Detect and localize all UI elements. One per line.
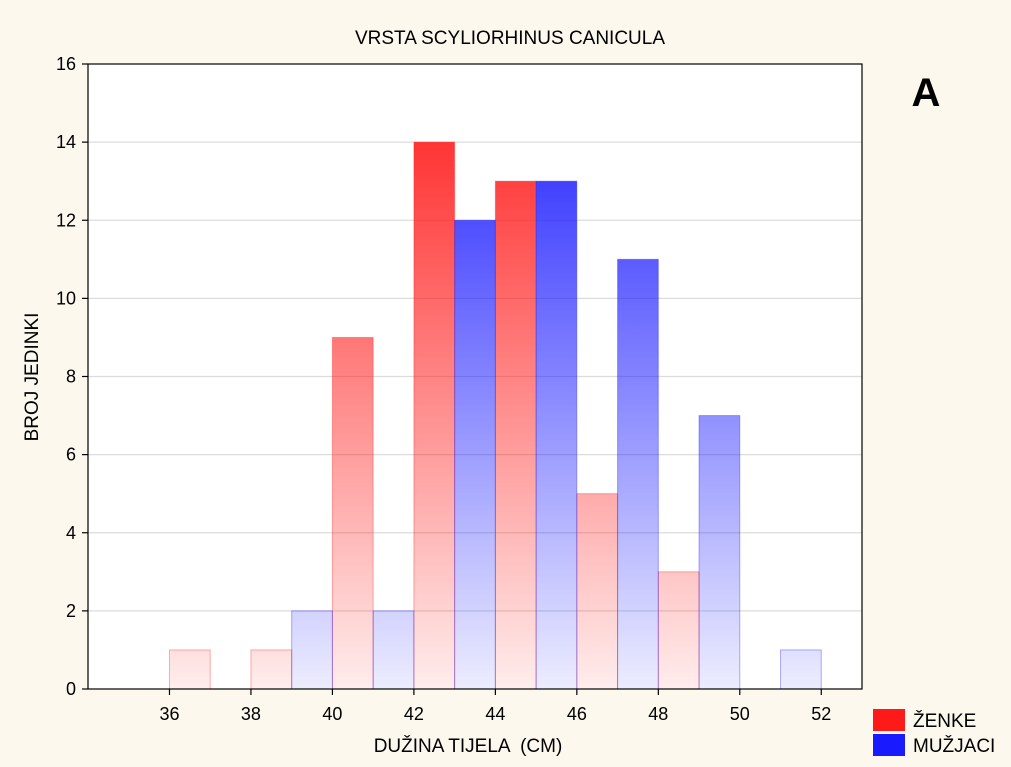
x-tick-label: 36 bbox=[159, 704, 179, 724]
x-axis-ticks: 36 38 40 42 44 46 48 50 52 bbox=[159, 689, 831, 724]
x-tick-label: 38 bbox=[241, 704, 261, 724]
legend: ŽENKE MUŽJACI bbox=[873, 709, 995, 757]
x-tick-label: 42 bbox=[404, 704, 424, 724]
y-tick-label: 8 bbox=[66, 367, 76, 387]
y-tick-label: 10 bbox=[56, 288, 76, 308]
legend-label-zenke: ŽENKE bbox=[913, 710, 976, 732]
y-tick-label: 16 bbox=[56, 54, 76, 74]
y-axis-label: BROJ JEDINKI bbox=[22, 313, 43, 442]
y-tick-label: 4 bbox=[66, 523, 76, 543]
y-axis-ticks: 0 2 4 6 8 10 12 14 16 bbox=[56, 54, 88, 699]
bar-zenke-48 bbox=[657, 571, 700, 690]
bar-zenke-44 bbox=[494, 180, 537, 690]
y-tick-label: 0 bbox=[66, 679, 76, 699]
bar-muzjaci-43 bbox=[454, 219, 496, 690]
legend-swatch-zenke bbox=[873, 709, 905, 731]
x-tick-label: 48 bbox=[648, 704, 668, 724]
bar-zenke-40 bbox=[331, 336, 374, 690]
y-tick-label: 2 bbox=[66, 601, 76, 621]
x-tick-label: 44 bbox=[485, 704, 505, 724]
legend-label-muzjaci: MUŽJACI bbox=[913, 735, 995, 757]
bar-zenke-38 bbox=[250, 649, 293, 690]
y-tick-label: 14 bbox=[56, 132, 76, 152]
bar-muzjaci-47 bbox=[617, 258, 659, 690]
x-tick-label: 50 bbox=[730, 704, 750, 724]
bar-muzjaci-41 bbox=[372, 610, 415, 690]
chart-title: VRSTA SCYLIORHINUS CANICULA bbox=[355, 28, 665, 49]
panel-label: A bbox=[912, 71, 941, 115]
bar-muzjaci-51 bbox=[780, 649, 822, 690]
bar-muzjaci-49 bbox=[698, 415, 741, 690]
x-tick-label: 52 bbox=[811, 704, 831, 724]
x-axis-label: DUŽINA TIJELA (CM) bbox=[374, 735, 563, 757]
bar-zenke-36 bbox=[168, 649, 211, 690]
x-tick-label: 46 bbox=[567, 704, 587, 724]
legend-swatch-muzjaci bbox=[873, 734, 905, 756]
bar-muzjaci-39 bbox=[291, 610, 333, 690]
x-tick-label: 40 bbox=[322, 704, 342, 724]
y-tick-label: 6 bbox=[66, 445, 76, 465]
bar-zenke-42 bbox=[413, 141, 456, 690]
bar-zenke-46 bbox=[576, 493, 619, 690]
bar-muzjaci-45 bbox=[535, 180, 578, 690]
y-tick-label: 12 bbox=[56, 210, 76, 230]
